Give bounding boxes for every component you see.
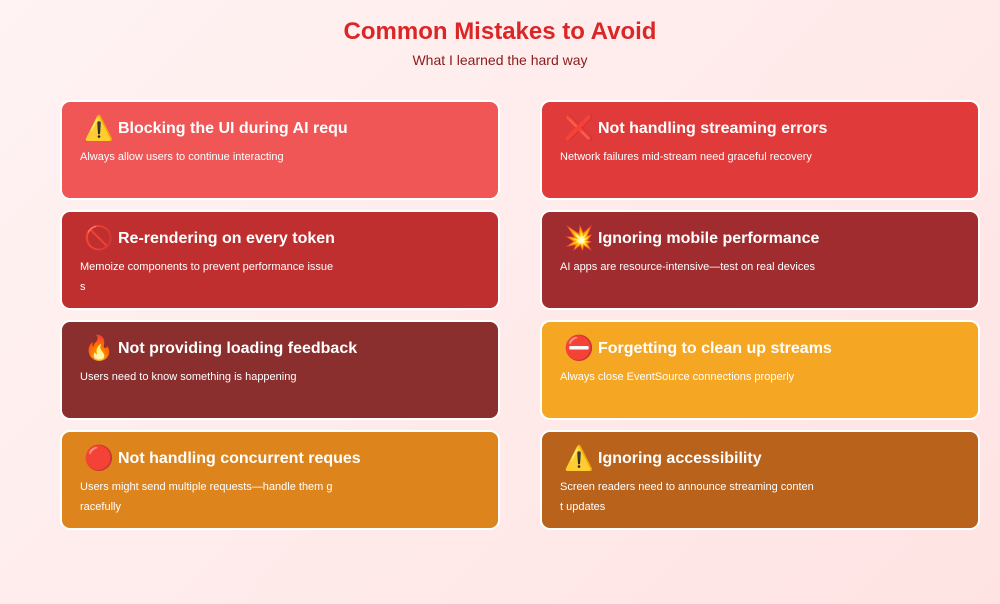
mistake-card: 🚫 Re-rendering on every token Memoize co… xyxy=(60,210,500,310)
card-title: Not providing loading feedback xyxy=(118,340,358,357)
red-circle-icon: 🔴 xyxy=(84,445,114,472)
prohibited-icon: 🚫 xyxy=(84,225,114,252)
warning-icon: ⚠️ xyxy=(84,115,114,142)
card-title: Not handling concurrent reques xyxy=(118,450,361,467)
mistake-card: 💥 Ignoring mobile performance AI apps ar… xyxy=(540,210,980,310)
card-header: ⛔ Forgetting to clean up streams xyxy=(564,332,960,366)
mistake-card: ⛔ Forgetting to clean up streams Always … xyxy=(540,320,980,420)
mistake-card: ⚠️ Ignoring accessibility Screen readers… xyxy=(540,430,980,530)
mistakes-grid: ⚠️ Blocking the UI during AI requ Always… xyxy=(60,100,980,530)
card-header: 🔴 Not handling concurrent reques xyxy=(84,442,480,476)
card-header: 🚫 Re-rendering on every token xyxy=(84,222,480,256)
card-description: AI apps are resource-intensive—test on r… xyxy=(560,261,815,273)
card-header: ⚠️ Blocking the UI during AI requ xyxy=(84,112,480,146)
card-title: Re-rendering on every token xyxy=(118,230,335,247)
mistake-card: 🔥 Not providing loading feedback Users n… xyxy=(60,320,500,420)
card-header: 💥 Ignoring mobile performance xyxy=(564,222,960,256)
card-title: Not handling streaming errors xyxy=(598,120,828,137)
cross-mark-icon: ❌ xyxy=(564,115,594,142)
card-title: Forgetting to clean up streams xyxy=(598,340,832,357)
no-entry-icon: ⛔ xyxy=(564,335,594,362)
page-subtitle: What I learned the hard way xyxy=(412,52,588,68)
card-description: Always close EventSource connections pro… xyxy=(560,371,795,383)
card-title: Blocking the UI during AI requ xyxy=(118,120,348,137)
mistake-card: ⚠️ Blocking the UI during AI requ Always… xyxy=(60,100,500,200)
card-description: Users need to know something is happenin… xyxy=(80,371,297,383)
card-description: Users might send multiple requests—handl… xyxy=(80,481,333,513)
card-description: Screen readers need to announce streamin… xyxy=(560,481,814,513)
card-header: ⚠️ Ignoring accessibility xyxy=(564,442,960,476)
mistake-card: 🔴 Not handling concurrent reques Users m… xyxy=(60,430,500,530)
card-description: Network failures mid-stream need gracefu… xyxy=(560,151,812,163)
card-header: ❌ Not handling streaming errors xyxy=(564,112,960,146)
card-description: Memoize components to prevent performanc… xyxy=(80,261,334,293)
page-title: Common Mistakes to Avoid xyxy=(343,18,657,45)
card-header: 🔥 Not providing loading feedback xyxy=(84,332,480,366)
mistake-card: ❌ Not handling streaming errors Network … xyxy=(540,100,980,200)
collision-icon: 💥 xyxy=(564,225,594,252)
warning-icon: ⚠️ xyxy=(564,445,594,472)
card-title: Ignoring accessibility xyxy=(598,450,762,467)
fire-icon: 🔥 xyxy=(84,335,114,362)
card-description: Always allow users to continue interacti… xyxy=(80,151,284,163)
card-title: Ignoring mobile performance xyxy=(598,230,820,247)
